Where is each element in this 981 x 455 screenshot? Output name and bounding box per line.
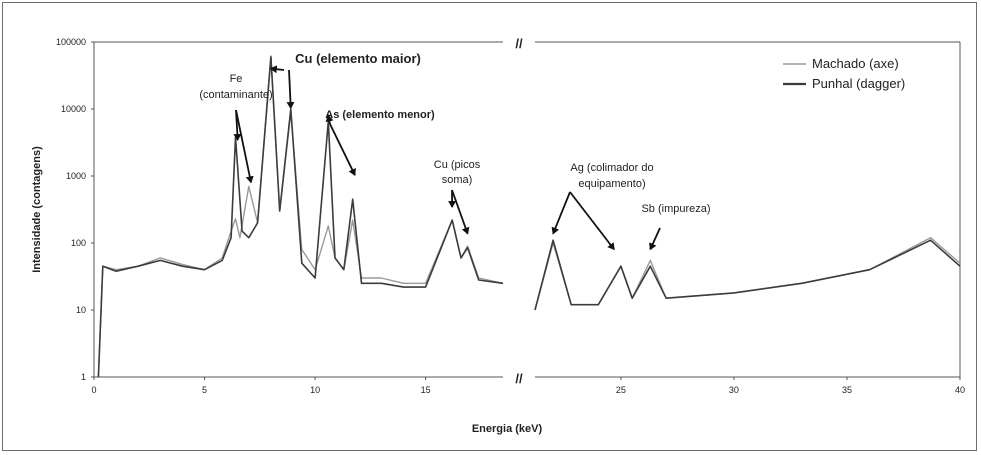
y-tick-label: 100 <box>71 238 86 248</box>
x-tick-label: 5 <box>202 385 207 395</box>
annotation-arrow <box>269 65 285 74</box>
x-tick-label: 10 <box>310 385 320 395</box>
annotation-arrow <box>551 191 571 235</box>
x-tick-label: 30 <box>729 385 739 395</box>
x-tick-label: 25 <box>616 385 626 395</box>
annotation-label: Fe <box>230 73 243 85</box>
annotation-label: Sb (impureza) <box>641 203 710 215</box>
y-tick-label: 10000 <box>61 104 86 114</box>
legend-label: Punhal (dagger) <box>812 76 905 91</box>
annotation-arrow <box>329 123 356 176</box>
annotation-arrow <box>325 114 334 125</box>
series-line-machado <box>97 55 504 378</box>
annotation-label: Cu (picos <box>434 159 481 171</box>
annotation-label: Cu (elemento maior) <box>295 51 421 66</box>
x-tick-label: 35 <box>842 385 852 395</box>
annotation-label-line2: (contaminante) <box>199 89 272 101</box>
axis-break-bottom: // <box>515 371 523 386</box>
y-axis-label: Intensidade (contagens) <box>31 146 43 273</box>
y-tick-label: 1 <box>81 372 86 382</box>
annotation-arrow <box>235 109 254 184</box>
x-axis-label: Energia (keV) <box>472 423 543 435</box>
annotation-arrow <box>569 191 615 251</box>
legend-label: Machado (axe) <box>812 56 899 71</box>
y-tick-label: 10 <box>76 305 86 315</box>
annotation-label: As (elemento menor) <box>325 109 435 121</box>
annotation-label-line2: equipamento) <box>578 178 645 190</box>
annotation-arrow <box>451 189 470 235</box>
annotation-label-line2: soma) <box>442 174 473 186</box>
series-line-punhal <box>97 56 504 378</box>
series-line-machado <box>534 237 961 311</box>
y-tick-label: 100000 <box>56 37 86 47</box>
series-line-punhal <box>534 239 961 311</box>
annotation-arrow <box>649 227 661 251</box>
y-tick-label: 1000 <box>66 171 86 181</box>
annotation-arrow <box>286 69 295 110</box>
x-tick-label: 15 <box>421 385 431 395</box>
axis-break-top: // <box>515 36 523 51</box>
x-tick-label: 0 <box>91 385 96 395</box>
annotation-label: Ag (colimador do <box>570 162 653 174</box>
x-tick-label: 40 <box>955 385 965 395</box>
